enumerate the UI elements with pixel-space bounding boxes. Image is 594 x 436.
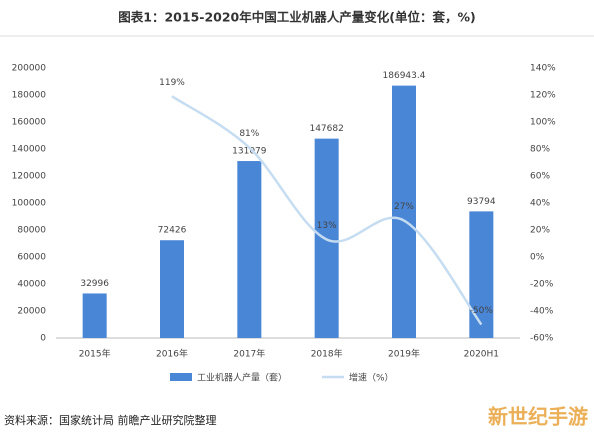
x-tick-label: 2016年: [156, 348, 188, 360]
y-tick-label: 0: [40, 334, 46, 344]
y-tick-label: 40000: [17, 280, 46, 290]
bar-label: 93794: [467, 197, 496, 207]
y-tick-label: 120000: [12, 172, 47, 182]
y-tick-label: 180000: [12, 91, 47, 101]
bar-label: 72426: [158, 226, 187, 236]
bar: [392, 85, 416, 339]
y-tick-label: 160000: [12, 118, 47, 128]
chart-title: 图表1：2015-2020年中国工业机器人产量变化(单位：套，%): [118, 10, 475, 25]
y2-tick-label: -60%: [530, 334, 554, 344]
line-label: 27%: [394, 202, 414, 212]
bar: [160, 240, 184, 338]
y2-tick-label: 60%: [530, 172, 550, 182]
bar: [237, 161, 262, 338]
bar-label: 131079: [232, 147, 267, 157]
y-tick-label: 100000: [12, 199, 47, 209]
legend-swatch: [170, 373, 192, 381]
x-tick-label: 2015年: [79, 348, 111, 360]
bar: [82, 293, 107, 338]
y2-tick-label: 80%: [530, 145, 550, 155]
line-label: 81%: [239, 129, 259, 139]
bar-label: 186943.4: [383, 71, 426, 81]
y2-tick-label: 140%: [530, 64, 556, 74]
legend-label: 工业机器人产量（套）: [197, 372, 287, 384]
y2-tick-label: 120%: [530, 91, 556, 101]
y2-tick-label: 100%: [530, 118, 556, 128]
y-tick-label: 140000: [12, 145, 47, 155]
y-tick-label: 60000: [17, 253, 46, 263]
y-tick-label: 80000: [17, 226, 46, 236]
y2-tick-label: -20%: [530, 280, 554, 290]
y2-tick-label: 0%: [530, 253, 545, 263]
y-tick-label: 200000: [12, 64, 47, 74]
y2-tick-label: -40%: [530, 307, 554, 317]
bar: [469, 211, 494, 338]
y2-tick-label: 20%: [530, 226, 550, 236]
x-tick-label: 2020H1: [464, 350, 499, 360]
y-tick-label: 20000: [17, 307, 46, 317]
watermark: 新世纪手游: [488, 405, 588, 429]
line: [171, 95, 483, 326]
bar-label: 147682: [309, 124, 343, 134]
legend-label: 增速（%）: [349, 372, 394, 384]
bar-label: 32996: [80, 279, 109, 289]
line-label: 13%: [317, 221, 337, 231]
x-tick-label: 2017年: [233, 348, 265, 360]
line-label: 119%: [159, 78, 185, 88]
source: 资料来源：国家统计局 前瞻产业研究院整理: [4, 413, 217, 427]
line-label: -50%: [470, 306, 494, 316]
x-tick-label: 2019年: [388, 348, 420, 360]
y2-tick-label: 40%: [530, 199, 550, 209]
x-tick-label: 2018年: [311, 348, 343, 360]
